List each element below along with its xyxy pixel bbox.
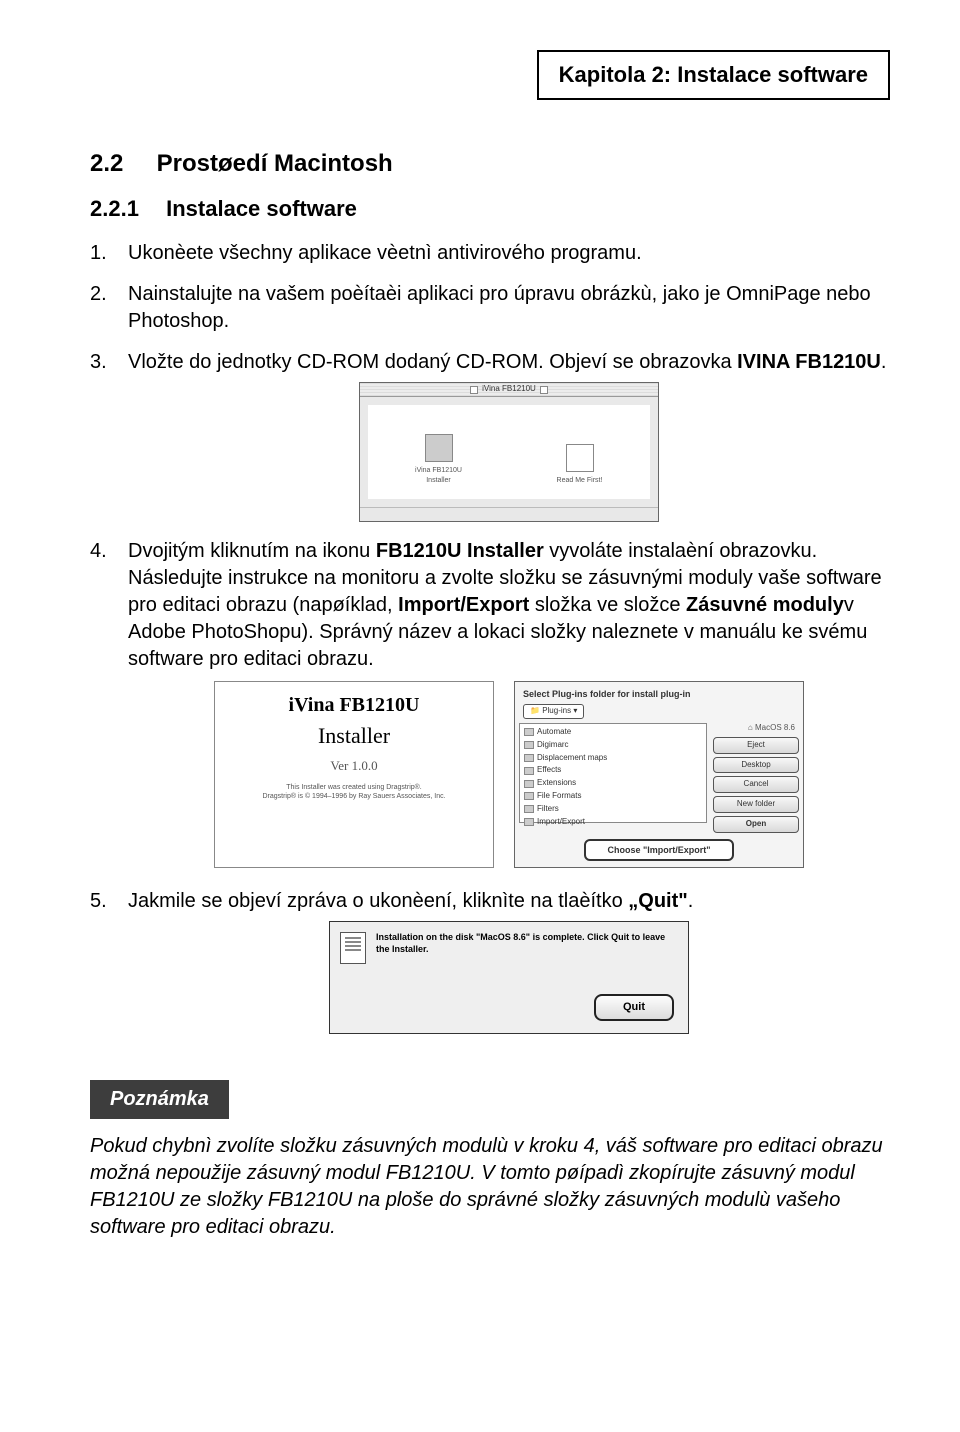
step-4-a: Dvojitým kliknutím na ikonu	[128, 540, 376, 562]
splash-line1: iVina FB1210U	[225, 692, 483, 719]
section-heading: 2.2 Prostøedí Macintosh	[90, 150, 890, 178]
step-2: Nainstalujte na vašem poèítaèi aplikaci …	[90, 281, 890, 335]
list-item-label: Extensions	[537, 778, 576, 789]
step-1: Ukonèete všechny aplikace vèetnì antivir…	[90, 240, 890, 267]
mac-titlebar: iVina FB1210U	[360, 383, 658, 397]
section-number: 2.2	[90, 150, 150, 178]
section-title: Prostøedí Macintosh	[157, 150, 393, 177]
step-3-text-a: Vložte do jednotky CD-ROM dodaný CD-ROM.…	[128, 351, 737, 373]
step-1-text: Ukonèete všechny aplikace vèetnì antivir…	[128, 242, 642, 264]
readme-icon: Read Me First!	[545, 444, 615, 485]
choose-button: Choose "Import/Export"	[584, 839, 734, 861]
list-item: File Formats	[522, 790, 704, 803]
folder-chooser: Select Plug-ins folder for install plug-…	[514, 681, 804, 868]
list-item: Effects	[522, 764, 704, 777]
step-4-f: Zásuvné moduly	[686, 594, 844, 616]
folder-icon	[524, 728, 534, 736]
subsection-heading: 2.2.1 Instalace software	[90, 196, 890, 222]
step-3-text-c: .	[881, 351, 887, 373]
eject-button: Eject	[713, 737, 799, 754]
open-button: Open	[713, 816, 799, 833]
installer-icon-label: iVina FB1210U Installer	[415, 467, 462, 483]
step-2-text: Nainstalujte na vašem poèítaèi aplikaci …	[128, 283, 871, 332]
chapter-title-box: Kapitola 2: Instalace software	[537, 50, 890, 100]
folder-list: Automate Digimarc Displacement maps Effe…	[519, 723, 707, 823]
step-3: Vložte do jednotky CD-ROM dodaný CD-ROM.…	[90, 349, 890, 522]
list-item-label: Automate	[537, 727, 571, 738]
step-4-e: složka ve složce	[529, 594, 686, 616]
folder-icon	[524, 780, 534, 788]
chapter-title: Kapitola 2: Instalace software	[559, 62, 868, 87]
step-5-b: „Quit"	[628, 890, 687, 912]
subsection-title: Instalace software	[166, 196, 357, 221]
list-item-label: Filters	[537, 804, 559, 815]
desktop-button: Desktop	[713, 757, 799, 774]
quit-button: Quit	[594, 994, 674, 1021]
completion-row: Installation on the disk "MacOS 8.6" is …	[340, 932, 678, 964]
figure-2: iVina FB1210U Installer Ver 1.0.0 This I…	[128, 681, 890, 868]
readme-glyph-icon	[566, 444, 594, 472]
splash-line2: Installer	[225, 721, 483, 751]
list-item-label: Digimarc	[537, 740, 569, 751]
step-5: Jakmile se objeví zpráva o ukonèení, kli…	[90, 888, 890, 1034]
steps-list: Ukonèete všechny aplikace vèetnì antivir…	[90, 240, 890, 1034]
step-5-c: .	[688, 890, 694, 912]
figure-3: Installation on the disk "MacOS 8.6" is …	[128, 921, 890, 1034]
chooser-title: Select Plug-ins folder for install plug-…	[519, 686, 799, 702]
step-5-a: Jakmile se objeví zpráva o ukonèení, kli…	[128, 890, 628, 912]
chooser-side: ⌂ MacOS 8.6 Eject Desktop Cancel New fol…	[713, 723, 799, 833]
list-item: Import/Export	[522, 816, 704, 829]
page: Kapitola 2: Instalace software 2.2 Prost…	[0, 0, 960, 1301]
list-item: Extensions	[522, 777, 704, 790]
disk-name: MacOS 8.6	[755, 723, 795, 732]
disk-label: ⌂ MacOS 8.6	[713, 723, 799, 734]
folder-icon	[524, 805, 534, 813]
folder-icon	[524, 767, 534, 775]
step-3-bold: IVINA FB1210U	[737, 351, 881, 373]
list-item: Automate	[522, 726, 704, 739]
readme-icon-label: Read Me First!	[557, 477, 603, 484]
installer-icon: iVina FB1210U Installer	[404, 434, 474, 485]
zoom-box-icon	[540, 386, 548, 394]
mac-window: iVina FB1210U iVina FB1210U Installer Re…	[359, 382, 659, 522]
list-item-label: Effects	[537, 765, 561, 776]
completion-dialog: Installation on the disk "MacOS 8.6" is …	[329, 921, 689, 1034]
new-folder-button: New folder	[713, 796, 799, 813]
folder-popup: 📁 Plug-ins ▾	[523, 704, 584, 719]
list-item-label: Displacement maps	[537, 753, 607, 764]
step-4: Dvojitým kliknutím na ikonu FB1210U Inst…	[90, 538, 890, 868]
list-item-label: Import/Export	[537, 817, 585, 828]
completion-message: Installation on the disk "MacOS 8.6" is …	[376, 932, 678, 955]
mac-window-body: iVina FB1210U Installer Read Me First!	[360, 397, 658, 507]
folder-popup-label: Plug-ins	[542, 706, 571, 715]
installer-glyph-icon	[425, 434, 453, 462]
folder-icon	[524, 754, 534, 762]
document-icon	[340, 932, 366, 964]
folder-icon	[524, 741, 534, 749]
splash-fine2: Dragstrip® is © 1994–1996 by Ray Sauers …	[225, 793, 483, 801]
list-item-label: File Formats	[537, 791, 581, 802]
figure-1: iVina FB1210U iVina FB1210U Installer Re…	[128, 382, 890, 522]
chooser-row: Automate Digimarc Displacement maps Effe…	[519, 723, 799, 833]
folder-icon	[524, 792, 534, 800]
installer-splash: iVina FB1210U Installer Ver 1.0.0 This I…	[214, 681, 494, 868]
step-4-b: FB1210U Installer	[376, 540, 544, 562]
subsection-number: 2.2.1	[90, 196, 160, 222]
list-item: Displacement maps	[522, 752, 704, 765]
splash-fine1: This Installer was created using Dragstr…	[225, 784, 483, 792]
folder-icon	[524, 818, 534, 826]
close-box-icon	[470, 386, 478, 394]
cancel-button: Cancel	[713, 776, 799, 793]
step-4-d: Import/Export	[398, 594, 529, 616]
note-label: Poznámka	[110, 1088, 209, 1110]
splash-version: Ver 1.0.0	[225, 757, 483, 775]
note-text: Pokud chybnì zvolíte složku zásuvných mo…	[90, 1133, 890, 1241]
list-item: Filters	[522, 803, 704, 816]
mac-window-footer	[360, 507, 658, 521]
note-label-box: Poznámka	[90, 1080, 229, 1119]
list-item: Digimarc	[522, 739, 704, 752]
mac-window-title: iVina FB1210U	[482, 384, 536, 395]
